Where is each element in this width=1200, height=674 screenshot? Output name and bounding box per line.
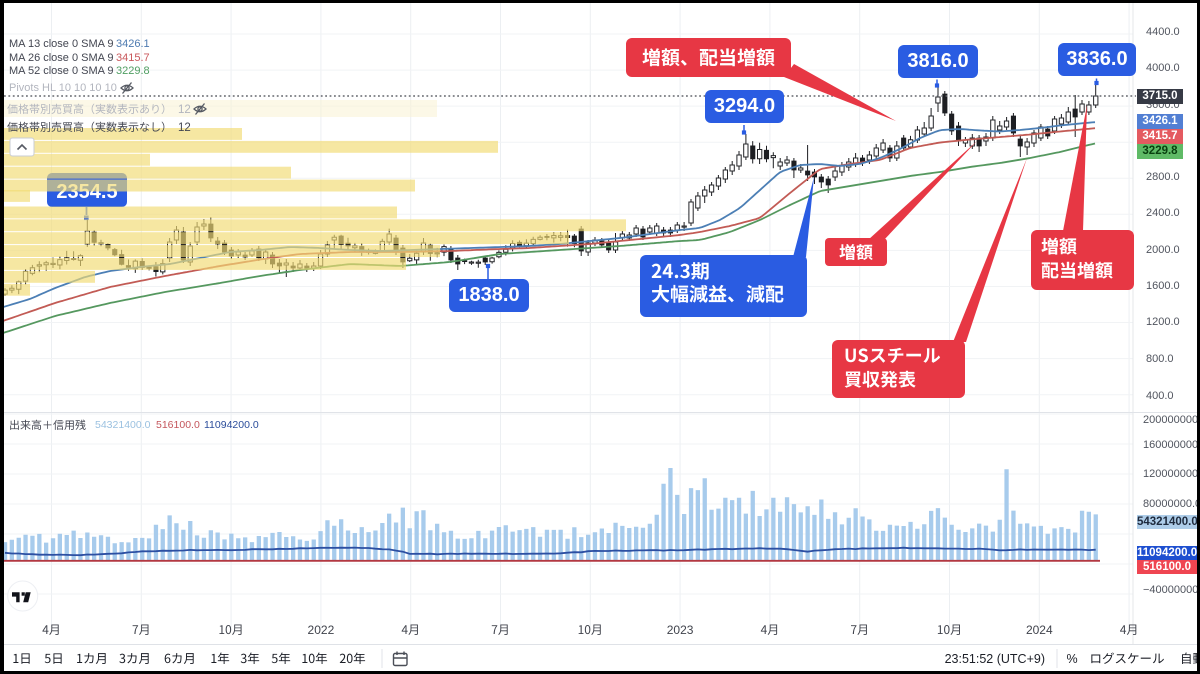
svg-text:%: % xyxy=(1066,652,1077,666)
svg-text:12: 12 xyxy=(178,122,191,134)
svg-text:23:51:52 (UTC+9): 23:51:52 (UTC+9) xyxy=(945,652,1045,666)
svg-text:12: 12 xyxy=(178,104,191,116)
svg-text:2023: 2023 xyxy=(667,623,694,637)
svg-text:2022: 2022 xyxy=(308,623,335,637)
svg-text:2024: 2024 xyxy=(1026,623,1053,637)
